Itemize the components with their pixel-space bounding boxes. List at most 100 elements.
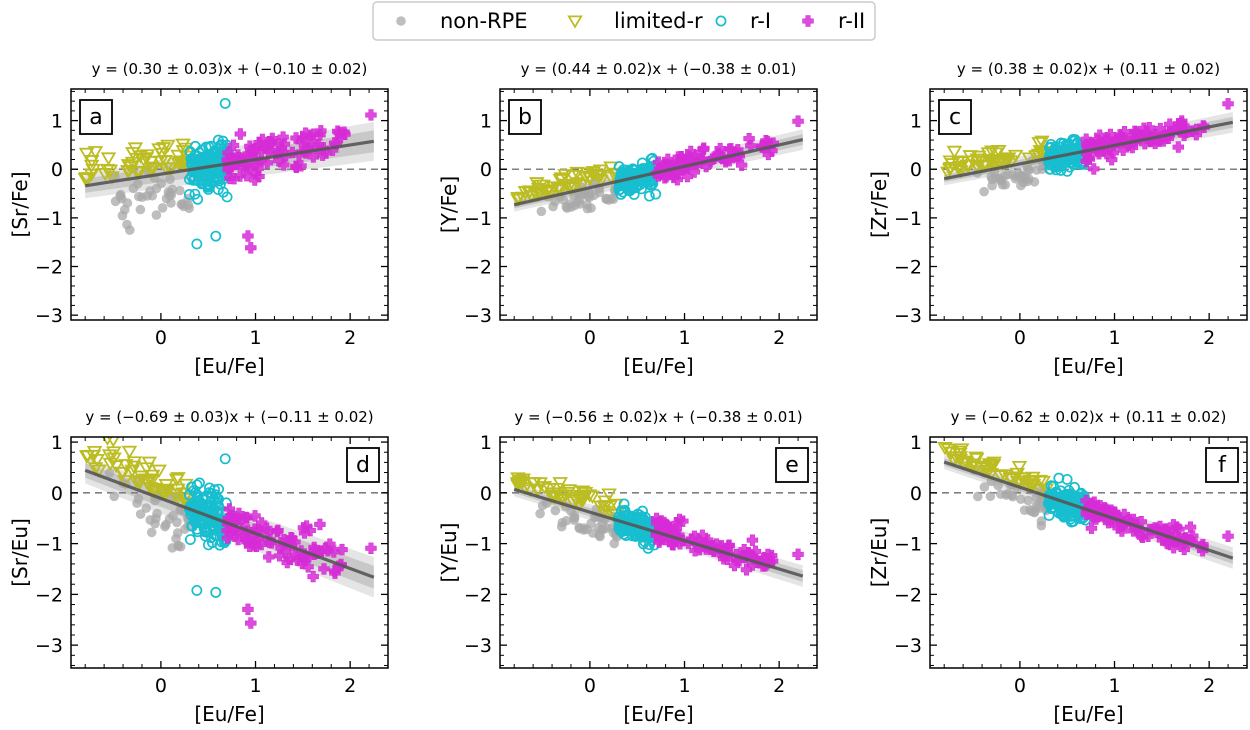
fit-equation: y = (0.30 ± 0.03)x + (−0.10 ± 0.02)	[92, 60, 368, 78]
data-point	[314, 518, 326, 531]
data-point	[125, 225, 135, 235]
data-point	[151, 143, 167, 157]
data-point	[1064, 161, 1076, 173]
data-point	[132, 498, 142, 509]
data-point	[1031, 137, 1047, 151]
y-tick-label: −1	[464, 208, 492, 230]
x-tick-label: 2	[773, 675, 785, 697]
data-point	[1147, 523, 1159, 536]
data-point	[557, 169, 573, 183]
data-point	[302, 142, 314, 154]
data-point	[117, 210, 128, 221]
data-point	[1102, 516, 1115, 529]
data-point	[249, 510, 261, 522]
data-point	[263, 551, 275, 563]
data-point	[601, 193, 612, 204]
data-point	[959, 159, 975, 173]
y-tick-label: 0	[480, 483, 492, 505]
data-point	[996, 489, 1006, 499]
data-point	[601, 488, 617, 502]
data-point	[642, 542, 654, 554]
data-point	[78, 172, 94, 186]
data-point	[983, 458, 1000, 473]
data-point	[209, 484, 220, 496]
data-point	[1101, 147, 1113, 160]
data-point	[531, 188, 548, 202]
data-point	[792, 548, 804, 561]
data-point	[87, 462, 104, 476]
axes-frame	[70, 436, 389, 669]
x-axis-label: [Eu/Fe]	[623, 354, 693, 378]
data-point	[191, 479, 203, 491]
y-tick-label: −1	[464, 534, 492, 556]
data-point	[141, 503, 152, 513]
data-point	[578, 170, 594, 184]
data-point	[1031, 165, 1042, 175]
data-point	[166, 190, 177, 200]
y-axis-label: [Y/Fe]	[437, 176, 461, 233]
data-point	[1013, 168, 1024, 179]
x-axis-label: [Eu/Fe]	[194, 702, 264, 726]
data-point	[643, 190, 655, 202]
data-point	[712, 149, 725, 161]
data-point	[983, 145, 1000, 159]
panel-d: 0 1 2 −3 −2 −1 0 1 [Eu/Fe] [Sr/Eu] y = (−0.69 ± 0.…	[8, 408, 389, 726]
data-point	[202, 181, 214, 193]
data-point	[183, 200, 194, 210]
data-point	[153, 155, 169, 169]
data-point	[234, 128, 247, 140]
data-point	[942, 155, 959, 169]
legend-item-limited: limited-r	[567, 9, 703, 33]
x-tick-label: 0	[1014, 675, 1026, 697]
panel-letter-box	[346, 447, 380, 483]
y-tick-label: −1	[894, 208, 922, 230]
data-point	[131, 475, 148, 489]
data-point	[151, 513, 161, 524]
data-point	[135, 509, 146, 519]
data-point	[585, 166, 602, 180]
data-point	[1016, 472, 1033, 486]
legend-marker	[715, 15, 727, 27]
data-point	[242, 603, 254, 616]
data-point	[151, 210, 162, 220]
data-point	[194, 477, 205, 489]
y-tick-label: 0	[910, 483, 922, 505]
data-point	[178, 478, 194, 493]
data-point	[104, 468, 115, 478]
data-point	[735, 159, 748, 171]
data-point	[127, 142, 144, 156]
data-point	[552, 174, 569, 188]
data-point	[261, 157, 273, 169]
scatter-points	[509, 472, 804, 576]
data-point	[618, 498, 630, 510]
legend-marker	[567, 15, 583, 29]
data-point	[543, 185, 560, 199]
data-point	[609, 538, 620, 549]
x-axis-label: [Eu/Fe]	[1053, 702, 1123, 726]
data-point	[621, 176, 633, 188]
data-point	[767, 137, 779, 149]
y-tick-label: −1	[894, 534, 922, 556]
data-point	[613, 161, 625, 173]
scatter-points	[939, 98, 1234, 197]
data-point	[87, 146, 104, 160]
data-point	[242, 230, 254, 242]
data-point	[83, 159, 100, 174]
data-point	[529, 177, 545, 191]
data-point	[188, 513, 200, 525]
legend-marker	[802, 15, 814, 27]
data-point	[258, 142, 270, 155]
fit-equation: y = (0.38 ± 0.02)x + (0.11 ± 0.02)	[957, 60, 1220, 78]
y-tick-label: 1	[51, 432, 63, 454]
data-point	[184, 534, 196, 545]
y-tick-label: −1	[35, 208, 63, 230]
x-axis-label: [Eu/Fe]	[623, 702, 693, 726]
panel-letter-box	[79, 99, 113, 135]
x-axis-label: [Eu/Fe]	[194, 354, 264, 378]
panel-letter: a	[89, 105, 102, 130]
data-point	[592, 500, 609, 514]
data-point	[192, 193, 204, 205]
plot-area	[500, 115, 817, 217]
y-tick-label: 1	[51, 111, 63, 133]
scatter-points	[77, 97, 377, 254]
